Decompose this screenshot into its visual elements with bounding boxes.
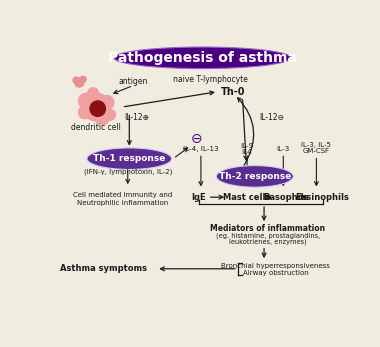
Text: Th-2 response: Th-2 response xyxy=(218,172,291,181)
Text: Mast cells: Mast cells xyxy=(223,193,271,202)
Text: Pathogenesis of asthma: Pathogenesis of asthma xyxy=(108,51,297,65)
Circle shape xyxy=(79,106,91,119)
Circle shape xyxy=(90,101,105,116)
Text: Mediators of inflammation: Mediators of inflammation xyxy=(211,224,325,233)
Text: antigen: antigen xyxy=(119,77,148,86)
Circle shape xyxy=(100,95,114,109)
Text: Asthma symptoms: Asthma symptoms xyxy=(60,264,147,273)
Circle shape xyxy=(88,88,98,99)
Text: Th-1 response: Th-1 response xyxy=(93,154,165,163)
Text: Bronchial hyperresponsiveness: Bronchial hyperresponsiveness xyxy=(221,263,330,269)
Ellipse shape xyxy=(87,148,172,169)
Text: Cell mediated immunity and: Cell mediated immunity and xyxy=(73,192,172,198)
Text: IL-12⊖: IL-12⊖ xyxy=(259,113,284,122)
Text: naive T-lymphocyte: naive T-lymphocyte xyxy=(173,75,248,84)
Text: ⊖: ⊖ xyxy=(190,133,202,146)
FancyArrowPatch shape xyxy=(238,98,254,166)
Text: IL-12⊕: IL-12⊕ xyxy=(125,113,149,122)
Text: Basophils: Basophils xyxy=(263,193,308,202)
Ellipse shape xyxy=(114,47,291,69)
Circle shape xyxy=(79,93,94,109)
Text: leukotrienes, enzymes): leukotrienes, enzymes) xyxy=(229,239,307,245)
Circle shape xyxy=(73,77,79,83)
Text: GM-CSF: GM-CSF xyxy=(303,148,330,154)
Text: IL4: IL4 xyxy=(242,149,252,155)
Circle shape xyxy=(82,93,110,121)
Text: dendritic cell: dendritic cell xyxy=(71,124,121,132)
Text: IL-4, IL-13: IL-4, IL-13 xyxy=(183,146,219,152)
Ellipse shape xyxy=(216,166,293,187)
Text: IL-9: IL-9 xyxy=(241,143,254,149)
Text: Eosinophils: Eosinophils xyxy=(296,193,350,202)
Circle shape xyxy=(74,78,84,87)
Text: (IFN-γ, lymphotoxin, IL-2): (IFN-γ, lymphotoxin, IL-2) xyxy=(84,169,172,175)
Circle shape xyxy=(80,76,86,83)
Circle shape xyxy=(105,109,116,120)
Text: Neutrophilic inflammation: Neutrophilic inflammation xyxy=(77,200,168,205)
Text: IgE: IgE xyxy=(191,193,206,202)
Text: IL-3, IL-5: IL-3, IL-5 xyxy=(301,142,331,148)
Text: Airway obstruction: Airway obstruction xyxy=(243,270,309,276)
Text: Th-0: Th-0 xyxy=(221,87,245,97)
Text: (eg. histamine, prostaglandins,: (eg. histamine, prostaglandins, xyxy=(216,232,320,239)
Circle shape xyxy=(95,111,109,125)
Text: IL-3: IL-3 xyxy=(277,146,290,152)
